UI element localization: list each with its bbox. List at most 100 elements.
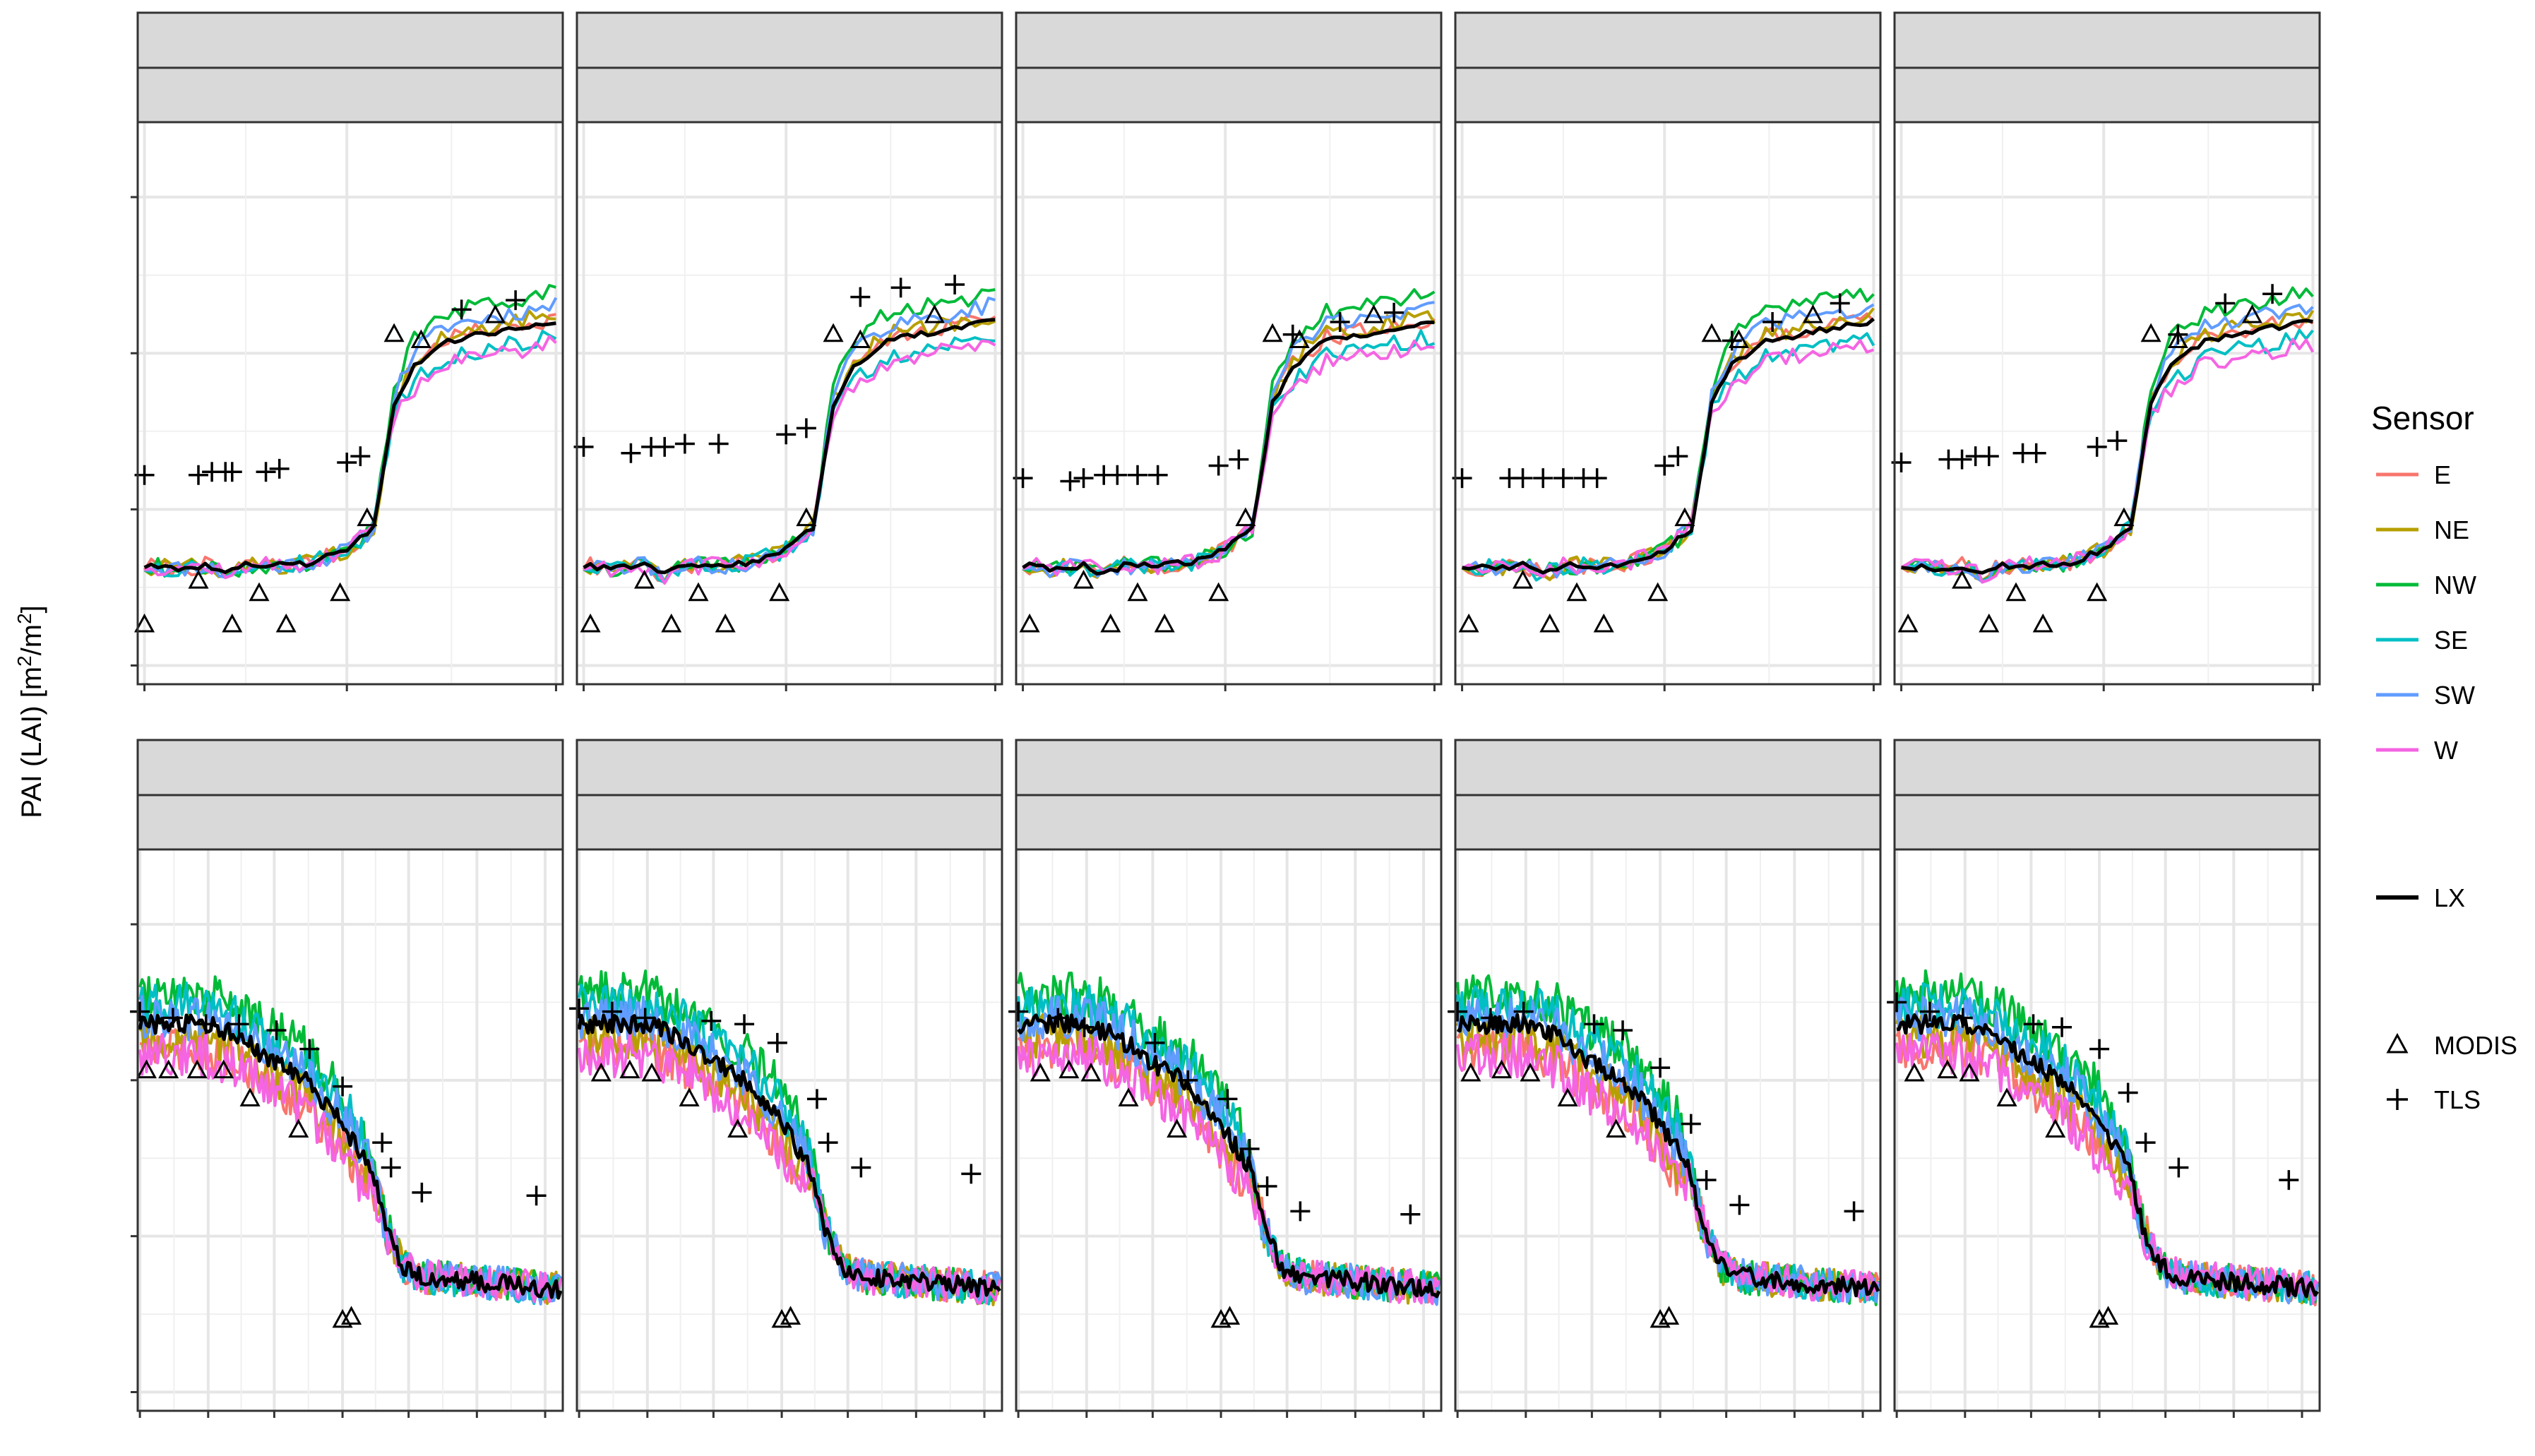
tls-point [1553,468,1573,489]
modis-point [1904,1062,1925,1082]
tls-point [189,465,208,485]
modis-point [769,582,790,602]
modis-point [1728,329,1749,349]
modis-point [1167,1118,1188,1138]
tls-point [1887,992,1907,1013]
season-strip [575,11,1003,69]
modis-point [1491,1059,1513,1079]
modis-point [1030,1062,1051,1082]
site-strip [136,794,564,852]
tls-point [674,434,695,454]
modis-point [1058,1059,1080,1079]
tls-point [1587,468,1607,489]
panel-border [575,848,1003,1412]
modis-point [715,613,736,633]
modis-point [213,1059,234,1079]
tls-point [569,998,590,1019]
tls-point [1681,1114,1701,1134]
modis-point [661,613,682,633]
modis-point [1154,613,1175,633]
tls-point [796,418,816,438]
modis-point [823,323,844,342]
legend: Sensor E NE NW SE SW W LX MODIS TLS [2371,400,2517,1114]
modis-point [222,613,243,633]
site-strip [1015,66,1443,124]
tls-point [1178,1070,1198,1090]
tls-point [1073,468,1094,489]
season-strip [1454,11,1882,69]
lx-line [1462,317,1875,575]
tls-point [526,1186,547,1206]
season-strip [575,739,1003,796]
lx-line [138,1013,563,1300]
sensor-line-w [138,1032,562,1303]
modis-point [1019,613,1040,633]
modis-point [1458,613,1479,633]
panel-border [1893,848,2321,1412]
season-strip [136,739,564,796]
modis-point [383,323,405,342]
sensor-line-w [1461,339,1875,578]
legend-title: Sensor [2371,400,2474,436]
tls-point [2279,1170,2299,1191]
modis-point [1073,569,1094,589]
sensor-line-w [1456,1032,1879,1303]
modis-point [1210,1308,1231,1328]
modis-point [924,304,945,323]
tls-point [2026,443,2046,463]
tls-point [1400,1204,1421,1224]
lx-line [577,1013,1001,1298]
tls-point [1654,455,1675,476]
tls-point [372,1133,393,1153]
tls-point [1330,312,1350,333]
facet-panel-0-4 [1891,11,2321,691]
tls-point [1147,465,1168,485]
facet-panel-1-0 [130,739,564,1418]
tls-point [1282,324,1303,345]
y-axis-title: PAI (LAI) [m2/m2] [13,605,47,818]
tls-point [1257,1176,1277,1196]
modis-point [2140,323,2161,342]
plot-area [138,122,563,684]
lx-line [1017,1013,1441,1299]
panel-border [575,121,1003,686]
legend-label-se: SE [2434,626,2468,655]
modis-point [688,582,709,602]
modis-point [580,613,601,633]
tls-point [256,462,276,482]
modis-point [641,1062,662,1082]
modis-point [357,507,378,527]
site-strip [136,66,564,124]
season-strip [1454,739,1882,796]
modis-point [1593,613,1614,633]
modis-point [679,1087,700,1106]
plot-area [577,122,1002,684]
facet-panel-1-4 [1887,739,2321,1418]
y-axis-title-part: ] [16,605,47,613]
lx-line [1896,1013,2319,1299]
modis-point [134,613,155,633]
modis-point [188,569,209,589]
season-strip [136,11,564,69]
tls-point [1145,1032,1165,1053]
legend-key-tls [2387,1089,2408,1110]
modis-point [780,1306,801,1325]
tls-point [635,1008,655,1028]
modis-point [619,1059,640,1079]
tls-point [1128,465,1147,485]
site-strip [575,66,1003,124]
facet-panel-1-1 [569,739,1003,1418]
modis-point [1647,582,1669,602]
tls-point [269,458,290,479]
tls-point [1722,330,1742,351]
modis-point [1952,569,1973,589]
tls-point [222,462,242,482]
tls-point [2023,1014,2044,1034]
modis-point [2089,1308,2110,1328]
sensor-line-w [1017,1032,1441,1306]
modis-point [1235,507,1256,527]
tls-point [1480,1008,1501,1028]
modis-point [2045,1118,2066,1138]
tls-point [1952,1008,1973,1028]
